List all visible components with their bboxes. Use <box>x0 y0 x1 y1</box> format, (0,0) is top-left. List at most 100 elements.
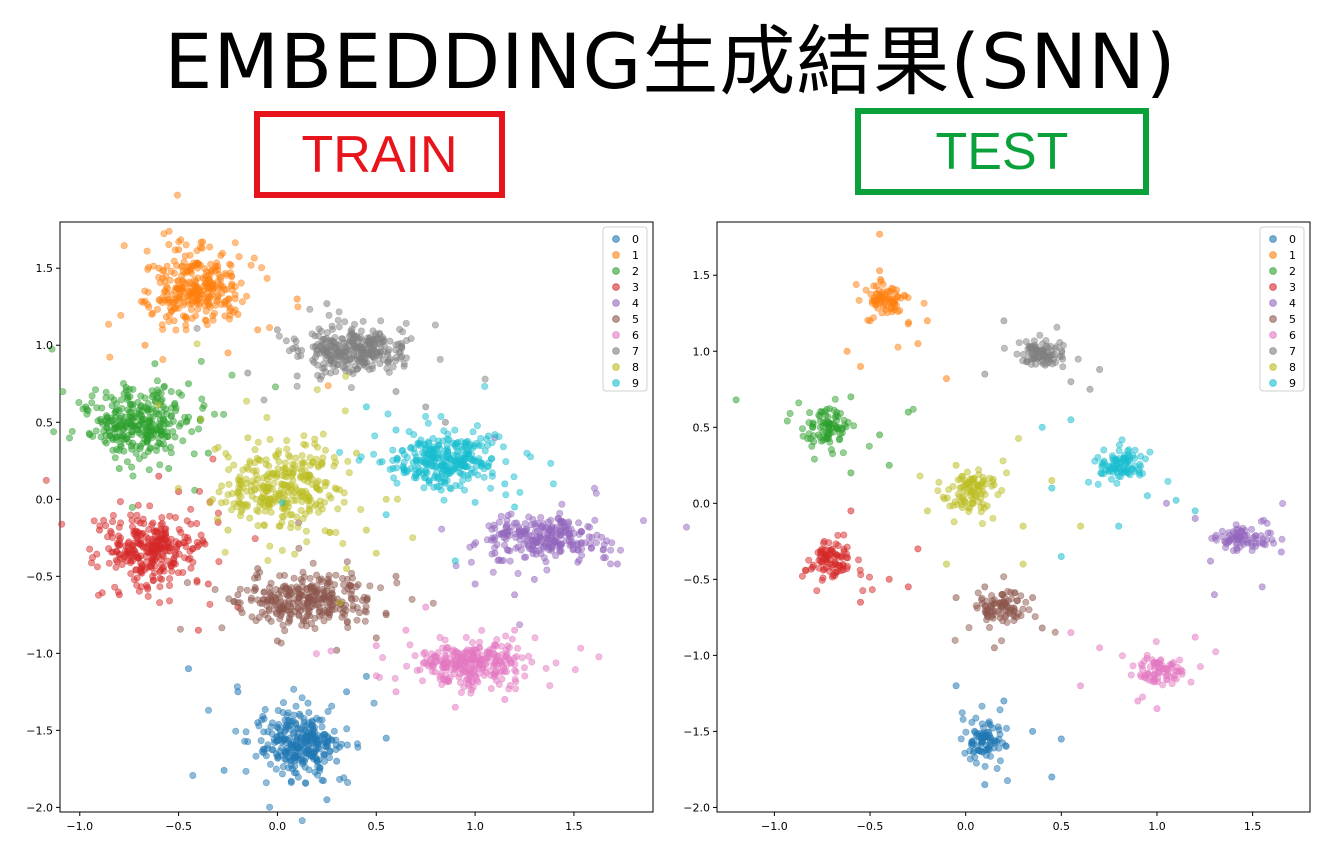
scatter-point <box>962 728 970 736</box>
scatter-point <box>333 757 341 765</box>
scatter-point <box>142 533 150 541</box>
scatter-point <box>1229 546 1237 554</box>
scatter-point <box>1263 519 1271 527</box>
scatter-point <box>798 572 806 580</box>
scatter-point <box>165 464 173 472</box>
scatter-point <box>330 727 338 735</box>
scatter-point <box>914 340 922 348</box>
scatter-point <box>951 636 959 644</box>
scatter-point <box>826 560 834 568</box>
scatter-point <box>498 675 506 683</box>
scatter-point <box>471 580 479 588</box>
scatter-point <box>565 518 573 526</box>
scatter-point <box>904 320 912 328</box>
scatter-point <box>106 353 114 361</box>
scatter-point <box>349 605 357 613</box>
scatter-point <box>322 368 330 376</box>
scatter-point <box>894 307 902 315</box>
scatter-point <box>451 703 459 711</box>
scatter-point <box>876 431 884 439</box>
scatter-point <box>89 554 97 562</box>
scatter-point <box>115 464 123 472</box>
scatter-point <box>862 286 870 294</box>
scatter-point <box>353 740 361 748</box>
scatter-point <box>146 406 154 414</box>
scatter-point <box>253 506 261 514</box>
scatter-point <box>299 460 307 468</box>
scatter-point <box>112 563 120 571</box>
scatter-point <box>456 660 464 668</box>
scatter-point <box>324 707 332 715</box>
scatter-point <box>463 446 471 454</box>
scatter-point <box>547 516 555 524</box>
scatter-point <box>344 457 352 465</box>
scatter-point <box>966 755 974 763</box>
scatter-point <box>306 305 314 313</box>
scatter-point <box>459 476 467 484</box>
scatter-point <box>206 243 214 251</box>
scatter-point <box>530 575 538 583</box>
scatter-point <box>205 706 213 714</box>
test-series-2 <box>732 393 917 477</box>
scatter-point <box>1019 522 1027 530</box>
scatter-point <box>213 515 221 523</box>
scatter-point <box>1268 536 1276 544</box>
scatter-point <box>558 500 566 508</box>
scatter-point <box>285 722 293 730</box>
scatter-point <box>209 495 217 503</box>
scatter-point <box>344 778 352 786</box>
scatter-point <box>286 453 294 461</box>
scatter-point <box>856 362 864 370</box>
scatter-point <box>225 295 233 303</box>
scatter-point <box>315 716 323 724</box>
scatter-point <box>82 403 90 411</box>
scatter-point <box>117 396 125 404</box>
scatter-point <box>204 580 212 588</box>
scatter-point <box>266 542 274 550</box>
scatter-point <box>279 621 287 629</box>
scatter-point <box>102 394 110 402</box>
scatter-point <box>955 493 963 501</box>
scatter-point <box>1052 358 1060 366</box>
scatter-point <box>107 527 115 535</box>
scatter-point <box>916 472 924 480</box>
scatter-point <box>134 501 142 509</box>
scatter-point <box>224 526 232 534</box>
legend-marker <box>612 331 620 339</box>
scatter-point <box>511 591 519 599</box>
scatter-point <box>949 482 957 490</box>
scatter-point <box>460 486 468 494</box>
scatter-point <box>203 268 211 276</box>
scatter-point <box>446 484 454 492</box>
x-tick-label: −0.5 <box>857 820 884 833</box>
scatter-point <box>978 483 986 491</box>
scatter-point <box>276 747 284 755</box>
scatter-point <box>882 302 890 310</box>
scatter-point <box>995 744 1003 752</box>
scatter-point <box>135 587 143 595</box>
scatter-point <box>175 246 183 254</box>
scatter-point <box>422 403 430 411</box>
scatter-point <box>323 300 331 308</box>
scatter-point <box>495 518 503 526</box>
scatter-point <box>512 678 520 686</box>
scatter-point <box>1277 548 1285 556</box>
scatter-point <box>951 498 959 506</box>
scatter-point <box>209 455 217 463</box>
scatter-point <box>262 456 270 464</box>
x-tick-label: 1.0 <box>466 820 484 833</box>
scatter-point <box>359 317 367 325</box>
scatter-point <box>514 644 522 652</box>
scatter-point <box>257 737 265 745</box>
test-legend: 0 1 2 3 4 5 6 7 8 9 <box>1259 226 1305 392</box>
scatter-point <box>923 507 931 515</box>
legend-label: 6 <box>1289 329 1296 342</box>
scatter-point <box>1115 447 1123 455</box>
scatter-point <box>218 289 226 297</box>
scatter-point <box>468 456 476 464</box>
scatter-point <box>512 668 520 676</box>
scatter-point <box>525 513 533 521</box>
scatter-point <box>305 708 313 716</box>
scatter-point <box>682 523 690 531</box>
scatter-point <box>1211 534 1219 542</box>
